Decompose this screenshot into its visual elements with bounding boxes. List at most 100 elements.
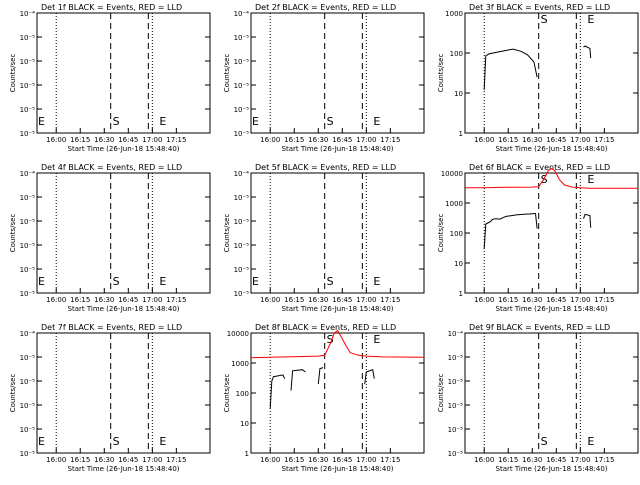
left-edge-e-label: E <box>38 435 45 448</box>
y-tick-label: 10⁻⁵ <box>448 402 464 410</box>
x-tick-label: 16:30 <box>94 296 114 304</box>
y-tick-label: 10⁻⁵ <box>448 450 464 458</box>
x-tick-label: 16:15 <box>498 136 518 144</box>
x-axis-label: Start Time (26-Jun-18 15:48:40) <box>68 145 180 153</box>
x-tick-label: 16:45 <box>118 296 138 304</box>
start-marker-label: S <box>541 435 548 448</box>
y-tick-label: 10⁻⁵ <box>234 242 250 250</box>
y-tick-label: 10⁻⁵ <box>20 426 36 434</box>
x-tick-label: 16:15 <box>284 296 304 304</box>
y-tick-label: 10⁻⁵ <box>448 354 464 362</box>
x-tick-label: 16:30 <box>308 456 328 464</box>
plot-panel-2: Det 2f BLACK = Events, RED = LLD 10⁻⁴ 10⁻⁵… <box>223 3 425 153</box>
y-tick-label: 10⁻⁵ <box>234 290 250 298</box>
x-tick-label: 16:00 <box>260 136 280 144</box>
plot-frame <box>36 332 211 454</box>
plot-title: Det 8f BLACK = Events, RED = LLD <box>255 323 396 332</box>
x-tick-label: 16:45 <box>546 296 566 304</box>
y-tick-label: 1000 <box>445 10 463 18</box>
y-tick-label: 10⁻⁵ <box>234 218 250 226</box>
plot-panel-3: Det 3f BLACK = Events, RED = LLD 1000 100 1… <box>437 3 639 153</box>
y-tick-label: 10 <box>240 420 249 428</box>
x-tick-label: 17:00 <box>570 136 590 144</box>
y-tick-label: 10⁻⁵ <box>20 130 36 138</box>
x-tick-label: 16:45 <box>332 296 352 304</box>
x-tick-label: 16:30 <box>308 296 328 304</box>
y-axis-label: Counts/sec <box>9 374 17 413</box>
x-tick-label: 16:45 <box>546 136 566 144</box>
y-tick-label: 100 <box>236 390 249 398</box>
x-tick-label: 16:15 <box>70 456 90 464</box>
y-axis-label: Counts/sec <box>9 54 17 93</box>
start-marker-label: S <box>327 275 334 288</box>
x-tick-label: 17:15 <box>380 296 400 304</box>
y-tick-label: 10⁻⁵ <box>20 106 36 114</box>
x-tick-label: 16:15 <box>498 456 518 464</box>
y-tick-label: 1 <box>459 290 463 298</box>
end-marker-label: E <box>159 115 166 128</box>
x-tick-label: 16:45 <box>118 456 138 464</box>
left-edge-e-label: E <box>252 275 259 288</box>
x-tick-label: 16:00 <box>474 296 494 304</box>
x-tick-label: 16:15 <box>498 296 518 304</box>
plot-frame <box>250 332 425 454</box>
y-axis-label: Counts/sec <box>437 54 445 93</box>
x-tick-label: 17:00 <box>356 136 376 144</box>
events-series-line <box>364 369 375 385</box>
x-tick-label: 17:15 <box>380 136 400 144</box>
plot-panel-8: Det 8f BLACK = Events, RED = LLD 10000 100… <box>223 323 425 473</box>
x-axis-label: Start Time (26-Jun-18 15:48:40) <box>282 465 394 473</box>
x-tick-label: 16:45 <box>332 136 352 144</box>
events-series-line <box>290 369 306 391</box>
y-tick-label: 10⁻⁵ <box>234 34 250 42</box>
plot-title: Det 4f BLACK = Events, RED = LLD <box>41 163 182 172</box>
y-tick-label: 10⁻⁴ <box>234 170 250 178</box>
y-tick-label: 10⁻⁴ <box>20 330 36 338</box>
left-edge-e-label: E <box>38 115 45 128</box>
x-tick-label: 16:00 <box>474 136 494 144</box>
plot-frame <box>36 12 211 134</box>
x-tick-label: 17:00 <box>356 456 376 464</box>
x-tick-label: 16:30 <box>94 136 114 144</box>
plot-title: Det 2f BLACK = Events, RED = LLD <box>255 3 396 12</box>
y-tick-label: 10⁻⁵ <box>234 130 250 138</box>
start-marker-label: S <box>327 333 334 346</box>
plot-frame <box>250 172 425 294</box>
plot-title: Det 5f BLACK = Events, RED = LLD <box>255 163 396 172</box>
y-tick-label: 10⁻⁵ <box>20 354 36 362</box>
y-tick-label: 10⁻⁵ <box>20 218 36 226</box>
end-marker-label: E <box>373 115 380 128</box>
plot-frame <box>464 12 639 134</box>
plot-panel-7: Det 7f BLACK = Events, RED = LLD 10⁻⁴ 10⁻⁵… <box>9 323 211 473</box>
y-tick-label: 10⁻⁵ <box>20 194 36 202</box>
y-tick-label: 10⁻⁵ <box>234 194 250 202</box>
x-axis-label: Start Time (26-Jun-18 15:48:40) <box>282 145 394 153</box>
lld-series-line <box>465 168 638 189</box>
left-edge-e-label: E <box>252 115 259 128</box>
y-tick-label: 10⁻⁵ <box>234 82 250 90</box>
x-tick-label: 17:00 <box>142 296 162 304</box>
end-marker-label: E <box>159 275 166 288</box>
y-tick-label: 10⁻⁵ <box>20 242 36 250</box>
y-tick-label: 1 <box>245 450 249 458</box>
y-tick-label: 10000 <box>441 170 463 178</box>
x-tick-label: 16:30 <box>94 456 114 464</box>
plot-panel-1: Det 1f BLACK = Events, RED = LLD 10⁻⁴ 10⁻⁵… <box>9 3 211 153</box>
x-axis-label: Start Time (26-Jun-18 15:48:40) <box>496 305 608 313</box>
y-tick-label: 10⁻⁵ <box>20 58 36 66</box>
x-axis-label: Start Time (26-Jun-18 15:48:40) <box>496 465 608 473</box>
x-tick-label: 16:45 <box>546 456 566 464</box>
events-series-line <box>583 45 592 59</box>
y-tick-label: 10⁻⁵ <box>20 34 36 42</box>
left-edge-e-label: E <box>38 275 45 288</box>
y-tick-label: 10⁻⁵ <box>234 58 250 66</box>
plot-title: Det 6f BLACK = Events, RED = LLD <box>469 163 610 172</box>
y-tick-label: 10⁻⁵ <box>20 266 36 274</box>
x-tick-label: 16:00 <box>46 456 66 464</box>
x-axis-label: Start Time (26-Jun-18 15:48:40) <box>68 305 180 313</box>
plot-frame <box>36 172 211 294</box>
plot-title: Det 7f BLACK = Events, RED = LLD <box>41 323 182 332</box>
x-tick-label: 17:15 <box>380 456 400 464</box>
x-tick-label: 16:00 <box>260 296 280 304</box>
